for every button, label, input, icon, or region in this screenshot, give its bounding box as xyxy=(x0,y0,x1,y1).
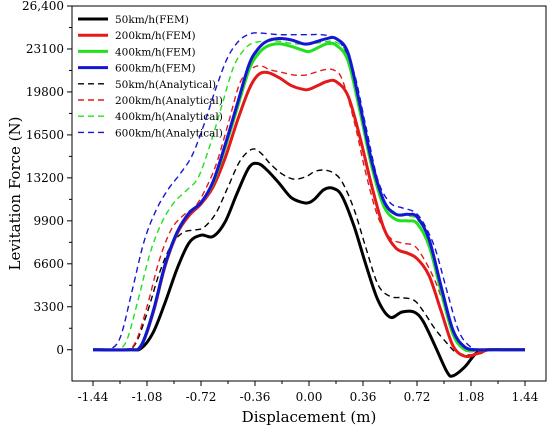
y-axis-ticks: 0 3300 6600 9900 13200 16500 19800 23100 26,400 xyxy=(22,0,72,357)
series-lines xyxy=(92,32,525,378)
legend-label: 400km/h(Analytical) xyxy=(115,111,223,123)
legend-label: 200km/h(FEM) xyxy=(115,30,196,42)
y-axis-title: Levitation Force (N) xyxy=(6,116,24,270)
x-tick-label: -0.72 xyxy=(186,390,217,404)
y-tick-label: 6600 xyxy=(33,257,64,271)
x-axis-ticks: -1.44 -1.08 -0.72 -0.36 0.00 0.36 0.72 1.08 1.44 xyxy=(78,381,539,404)
y-tick-label: 26,400 xyxy=(22,0,64,13)
x-axis-title: Displacement (m) xyxy=(242,408,377,426)
x-tick-label: -1.08 xyxy=(132,390,163,404)
series-line-4 xyxy=(92,148,525,356)
x-tick-label: 0.36 xyxy=(350,390,377,404)
legend-label: 200km/h(Analytical) xyxy=(115,95,223,107)
legend-label: 50km/h(FEM) xyxy=(115,14,189,26)
series-line-7 xyxy=(92,32,525,352)
legend-label: 600km/h(FEM) xyxy=(115,63,196,75)
y-tick-label: 23100 xyxy=(26,42,64,56)
series-line-0 xyxy=(92,161,525,378)
y-tick-label: 9900 xyxy=(33,214,64,228)
x-tick-label: 0.00 xyxy=(296,390,323,404)
x-tick-label: 1.44 xyxy=(512,390,539,404)
legend-label: 600km/h(Analytical) xyxy=(115,127,223,139)
y-tick-label: 13200 xyxy=(26,171,64,185)
legend: 50km/h(FEM) 200km/h(FEM) 400km/h(FEM) 600km… xyxy=(78,14,223,139)
series-line-3 xyxy=(92,35,525,352)
x-tick-label: -0.36 xyxy=(240,390,271,404)
x-tick-label: 1.08 xyxy=(458,390,485,404)
y-tick-label: 3300 xyxy=(33,300,64,314)
y-tick-label: 19800 xyxy=(26,85,64,99)
y-tick-label: 0 xyxy=(56,343,64,357)
series-line-5 xyxy=(92,65,525,353)
series-line-1 xyxy=(92,70,525,359)
x-tick-label: 0.72 xyxy=(404,390,431,404)
x-tick-label: -1.44 xyxy=(78,390,109,404)
y-tick-label: 16500 xyxy=(26,128,64,142)
legend-label: 400km/h(FEM) xyxy=(115,46,196,58)
legend-label: 50km/h(Analytical) xyxy=(115,79,216,91)
